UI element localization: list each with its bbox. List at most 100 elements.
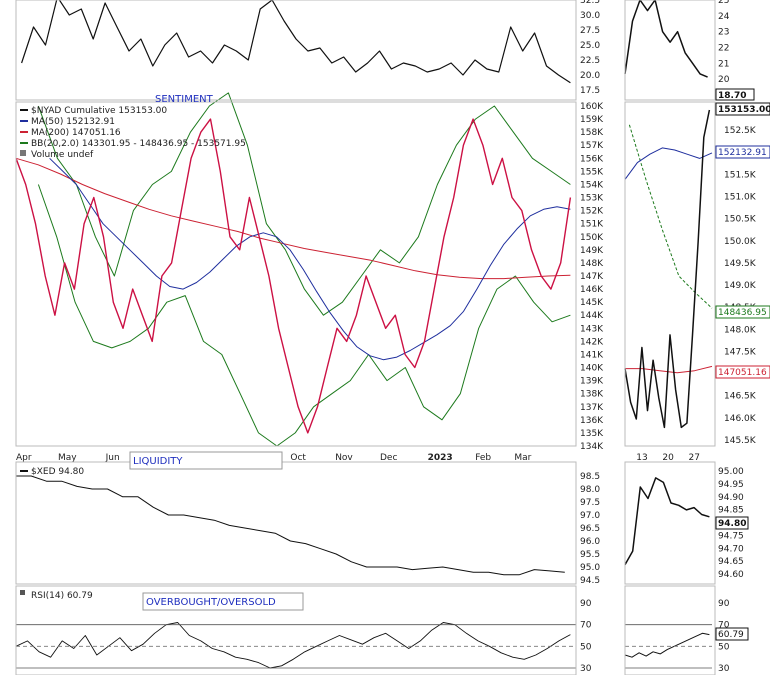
nyad-zoom-ytick-label: 147.5K — [724, 347, 757, 357]
xed-ytick-label: 98.0 — [580, 485, 600, 495]
nyad-zoom-ytick-label: 151.5K — [724, 170, 757, 180]
legend-bb: BB(20,2.0) 143301.95 - 148436.95 - 15357… — [31, 139, 246, 149]
nyad-xtick-label: Feb — [475, 453, 491, 463]
nyad-ytick-label: 143K — [580, 324, 604, 334]
xed-zoom-series--xed — [624, 477, 710, 566]
rsi-legend: RSI(14) 60.79 — [20, 590, 93, 601]
sentiment-series-line — [21, 0, 571, 84]
xed-zoom-ytick-label: 94.60 — [718, 570, 744, 580]
badge-nyad-text: 153153.00 — [718, 105, 770, 115]
rsi-zoom-ytick-label: 50 — [718, 642, 730, 652]
legend-ma50: MA(50) 152132.91 — [31, 117, 115, 127]
sentiment-ytick-label: 22.5 — [580, 56, 600, 66]
nyad-ytick-label: 158K — [580, 128, 604, 138]
nyad-xtick-label: Nov — [335, 453, 353, 463]
nyad-zoom-series-bb-middle — [628, 124, 713, 309]
nyad-ytick-label: 142K — [580, 337, 604, 347]
rsi-bars-icon — [20, 590, 25, 595]
badge-xed: 94.80 — [715, 516, 749, 530]
sentiment-zoom-ytick-label: 25 — [718, 0, 729, 6]
nyad-xtick-label: Dec — [380, 453, 397, 463]
rsi-ytick-label: 90 — [580, 599, 592, 609]
xed-ytick-label: 95.0 — [580, 563, 600, 573]
xed-zoom-ytick-label: 94.85 — [718, 506, 744, 516]
nyad-zoom-ytick-label: 145.5K — [724, 436, 757, 446]
nyad-series-bb-lower — [37, 184, 571, 447]
nyad-ytick-label: 155K — [580, 167, 604, 177]
sentiment-zoom-series-line — [624, 0, 708, 78]
nyad-zoom-ytick-label: 149.0K — [724, 281, 757, 291]
xed-zoom-ytick-label: 94.65 — [718, 557, 744, 567]
rsi-zoom-ytick-label: 30 — [718, 664, 730, 674]
badge-ma200: 147051.16 — [715, 365, 770, 379]
badge-ma50: 152132.91 — [715, 145, 770, 159]
badge-sentiment-text: 18.70 — [718, 91, 746, 101]
nyad-ytick-label: 152K — [580, 207, 604, 217]
nyad-panel — [15, 101, 577, 447]
nyad-zoom-series-ma-50- — [624, 147, 713, 180]
xed-zoom-ytick-label: 94.95 — [718, 480, 744, 490]
xed-ytick-label: 94.5 — [580, 576, 600, 586]
nyad-series-ma-50- — [49, 157, 571, 361]
nyad-zoom-ytick-label: 146.0K — [724, 414, 757, 424]
xed-zoom-ytick-label: 94.70 — [718, 544, 744, 554]
legend-nyad: $NYAD Cumulative 153153.00 — [31, 106, 167, 116]
nyad-zoom-xtick-label: 20 — [662, 453, 674, 463]
nyad-ytick-label: 145K — [580, 298, 604, 308]
nyad-ytick-label: 151K — [580, 220, 604, 230]
nyad-ytick-label: 149K — [580, 246, 604, 256]
sentiment-zoom-ytick-label: 21 — [718, 59, 729, 69]
nyad-ytick-label: 156K — [580, 154, 604, 164]
sentiment-ytick-label: 20.0 — [580, 71, 600, 81]
sentiment-ytick-label: 25.0 — [580, 41, 600, 51]
badge-bb-mid-text: 148436.95 — [718, 308, 767, 318]
nyad-xtick-label: 2023 — [428, 453, 453, 463]
legend-xed: $XED 94.80 — [31, 467, 84, 477]
nyad-ytick-label: 154K — [580, 180, 604, 190]
rsi-ytick-label: 30 — [580, 664, 592, 674]
rsi-series-rsi-14- — [15, 622, 571, 669]
xed-ytick-label: 97.0 — [580, 511, 600, 521]
badge-rsi-text: 60.79 — [718, 630, 744, 640]
nyad-ytick-label: 136K — [580, 416, 604, 426]
badge-nyad: 153153.00 — [715, 102, 770, 116]
nyad-xtick-label: Mar — [514, 453, 531, 463]
nyad-ytick-label: 141K — [580, 350, 604, 360]
xed-ytick-label: 96.0 — [580, 537, 600, 547]
sentiment-zoom-ytick-label: 23 — [718, 28, 729, 38]
nyad-series-bb-upper — [37, 92, 571, 316]
rsi-zoom-ytick-label: 90 — [718, 599, 730, 609]
sentiment-ytick-label: 30.0 — [580, 11, 600, 21]
xed-legend: $XED 94.80 — [20, 467, 84, 477]
sentiment-ytick-label: 27.5 — [580, 26, 600, 36]
badge-xed-text: 94.80 — [718, 519, 746, 529]
sentiment-ytick-label: 32.5 — [580, 0, 600, 6]
legend-rsi: RSI(14) 60.79 — [31, 591, 93, 601]
nyad-ytick-label: 150K — [580, 233, 604, 243]
xed-zoom-ytick-label: 94.90 — [718, 493, 744, 503]
nyad-xtick-label: Apr — [16, 453, 32, 463]
nyad-zoom-ytick-label: 150.0K — [724, 237, 757, 247]
nyad-ytick-label: 134K — [580, 442, 604, 452]
sentiment-label: SENTIMENT — [155, 94, 214, 105]
nyad-xtick-label: Oct — [290, 453, 306, 463]
badge-ma50-text: 152132.91 — [718, 148, 767, 158]
nyad-ytick-label: 148K — [580, 259, 604, 269]
nyad-zoom-xtick-label: 27 — [689, 453, 700, 463]
nyad-xtick-label: Jun — [105, 453, 120, 463]
liquidity-label: LIQUIDITY — [133, 456, 183, 467]
nyad-ytick-label: 160K — [580, 102, 604, 112]
xed-zoom-ytick-label: 95.00 — [718, 467, 744, 477]
badge-ma200-text: 147051.16 — [718, 368, 767, 378]
nyad-ytick-label: 135K — [580, 429, 604, 439]
nyad-zoom-ytick-label: 151.0K — [724, 193, 757, 203]
badge-rsi: 60.79 — [715, 627, 749, 641]
rsi-zoom-panel — [624, 585, 716, 676]
sentiment-zoom-ytick-label: 24 — [718, 12, 730, 22]
badge-sentiment: 18.70 — [715, 88, 755, 101]
xed-ytick-label: 96.5 — [580, 524, 600, 534]
nyad-ytick-label: 147K — [580, 272, 604, 282]
nyad-series--nyad-cumulative — [15, 118, 572, 434]
nyad-zoom-xtick-label: 13 — [636, 453, 647, 463]
